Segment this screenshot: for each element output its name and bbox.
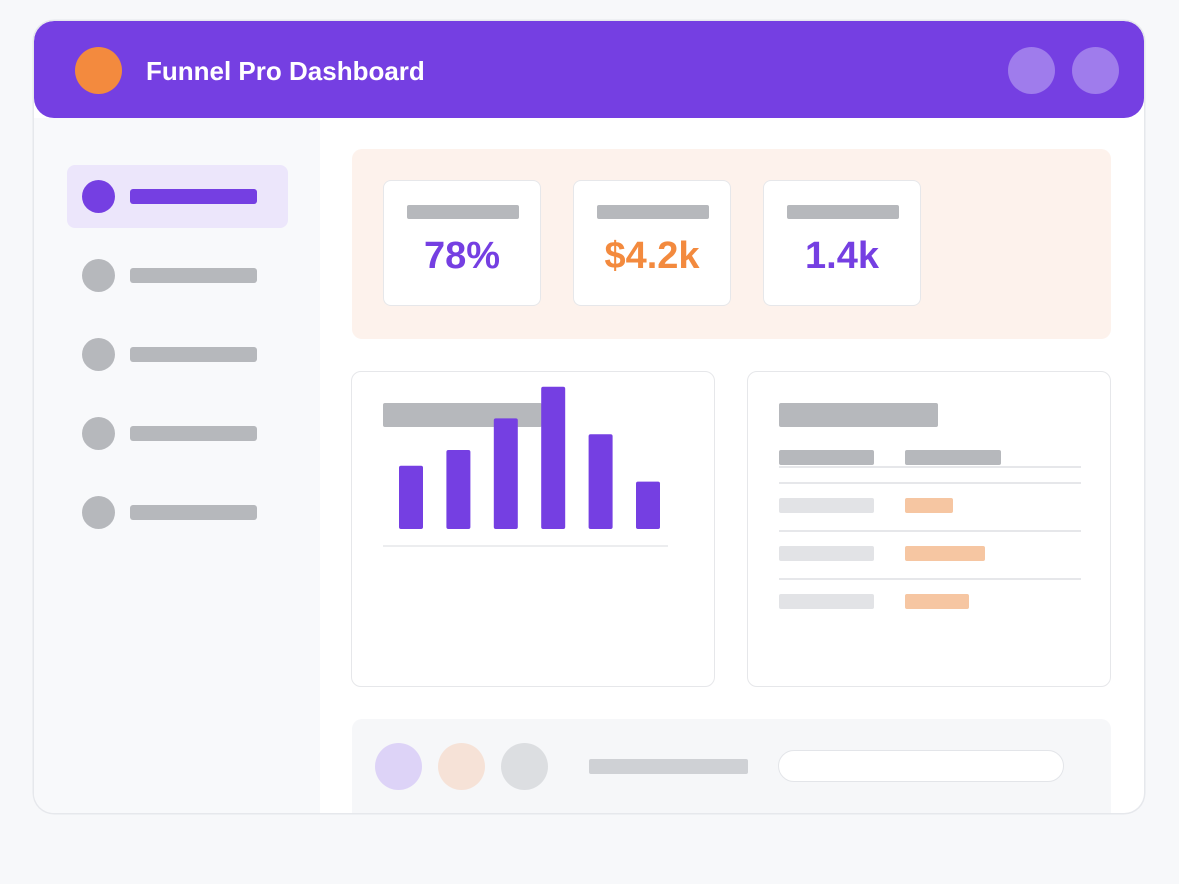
app-title: Funnel Pro Dashboard [146,56,425,86]
footer-bar [352,719,1111,813]
sidebar-item-icon [82,417,115,450]
app-logo [75,47,122,94]
sidebar-item-icon [82,259,115,292]
sidebar-item-icon [82,180,115,213]
table-row-value-bar [905,546,985,561]
sidebar-item-label [130,347,257,362]
sidebar-item-3[interactable] [67,323,288,386]
chart-bar-3 [493,418,518,529]
sidebar-item-label [130,505,257,520]
avatar-3[interactable] [501,743,548,790]
avatar-1[interactable] [375,743,422,790]
stat-card-revenue: $4.2k [573,180,731,306]
stat-card-conversion: 78% [383,180,541,306]
table-title-placeholder [779,403,938,427]
stat-value: $4.2k [604,235,700,277]
chart-bars [399,386,660,529]
stat-value: 78% [423,235,501,277]
table-row-label [779,498,874,513]
table-row-value-bar [905,594,969,609]
chart-bar-1 [399,465,423,529]
chart-panel [351,371,715,687]
sidebar [34,118,320,813]
bar-chart [383,386,668,547]
stats-panel: 78% $4.2k 1.4k [352,149,1111,339]
footer-input[interactable] [778,750,1064,782]
chart-bar-2 [446,450,471,529]
table-header-cell-1 [779,450,874,465]
sidebar-item-label [130,426,257,441]
table-header-divider [779,466,1081,468]
sidebar-item-2[interactable] [67,244,288,307]
app-window: Funnel Pro Dashboard 78% [34,21,1144,813]
table-row-divider [779,482,1081,484]
title-bar: Funnel Pro Dashboard [34,21,1144,118]
sidebar-item-icon [82,496,115,529]
table-row-label [779,546,874,561]
window-button-1[interactable] [1008,47,1055,94]
chart-bar-4 [541,386,566,529]
table-row-label [779,594,874,609]
table-row-value-bar [905,498,953,513]
sidebar-item-label [130,268,257,283]
sidebar-item-5[interactable] [67,481,288,544]
chart-bar-5 [588,434,613,529]
chart-bar-6 [636,481,660,529]
stat-label [597,205,709,219]
stat-label [787,205,899,219]
stat-value: 1.4k [805,235,879,277]
footer-label-placeholder [589,759,748,774]
avatar-2[interactable] [438,743,485,790]
table-panel [747,371,1111,687]
window-button-2[interactable] [1072,47,1119,94]
stat-card-visitors: 1.4k [763,180,921,306]
table-row-divider [779,530,1081,532]
table-header-cell-2 [905,450,1001,465]
sidebar-item-icon [82,338,115,371]
sidebar-item-4[interactable] [67,402,288,465]
table-row-divider [779,578,1081,580]
sidebar-item-1[interactable] [67,165,288,228]
sidebar-item-label [130,189,257,204]
chart-title-placeholder [383,403,542,427]
stat-label [407,205,519,219]
